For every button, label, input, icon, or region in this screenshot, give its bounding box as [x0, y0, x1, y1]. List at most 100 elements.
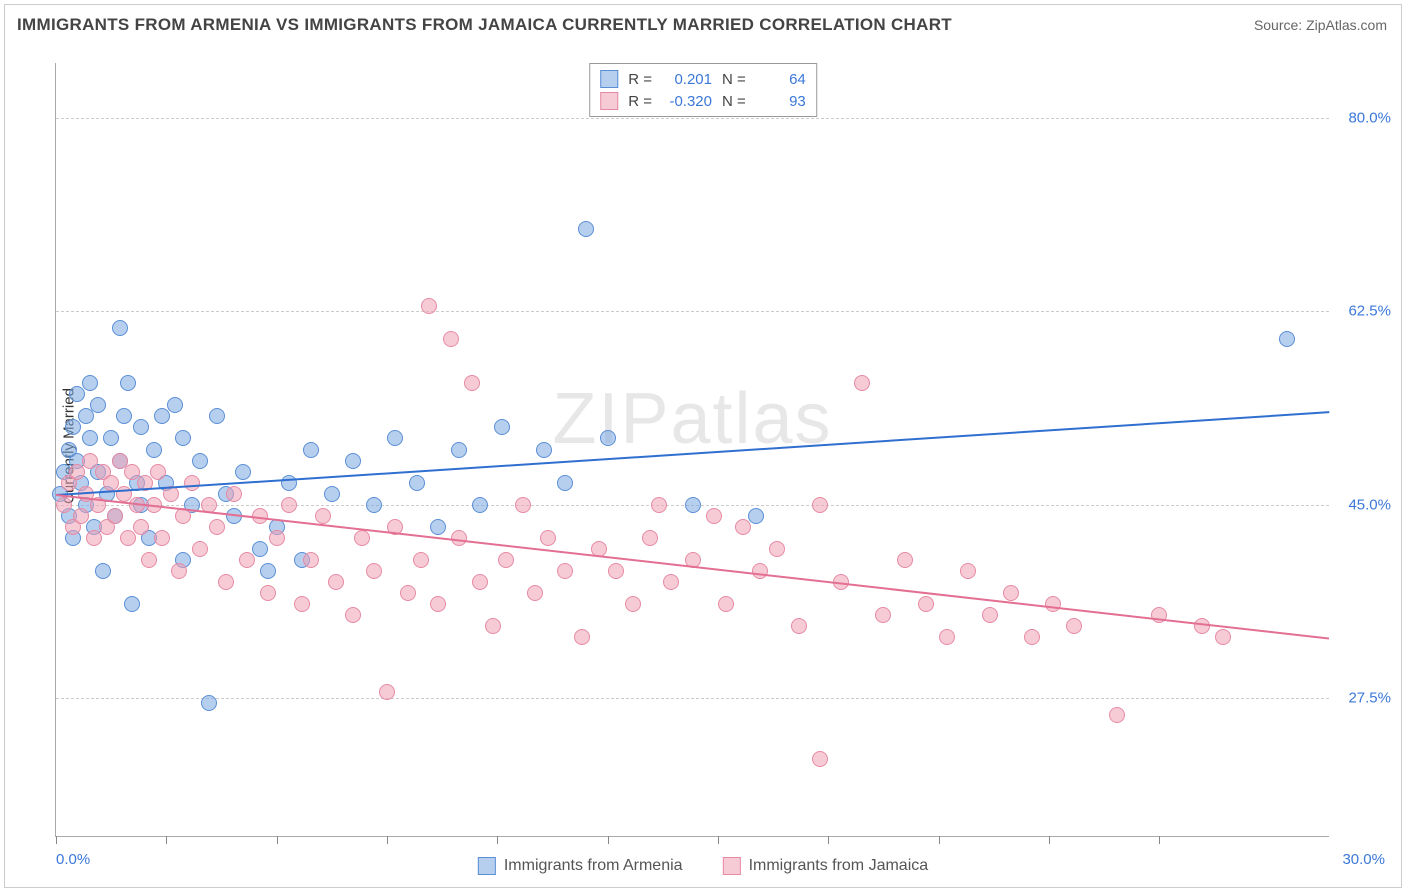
scatter-point	[218, 574, 234, 590]
scatter-point	[345, 607, 361, 623]
legend-stats-row: R = 0.201 N = 64	[600, 68, 806, 90]
y-tick-label: 45.0%	[1336, 496, 1391, 513]
y-tick-label: 62.5%	[1336, 303, 1391, 320]
scatter-point	[73, 508, 89, 524]
scatter-point	[557, 563, 573, 579]
stat-label: N =	[722, 93, 746, 110]
x-tick	[277, 836, 278, 844]
scatter-point	[472, 497, 488, 513]
scatter-point	[281, 497, 297, 513]
scatter-point	[472, 574, 488, 590]
scatter-point	[451, 442, 467, 458]
scatter-point	[515, 497, 531, 513]
scatter-point	[1194, 618, 1210, 634]
scatter-point	[239, 552, 255, 568]
scatter-point	[498, 552, 514, 568]
scatter-point	[150, 464, 166, 480]
scatter-point	[982, 607, 998, 623]
scatter-point	[82, 375, 98, 391]
scatter-point	[90, 397, 106, 413]
scatter-point	[430, 519, 446, 535]
scatter-point	[324, 486, 340, 502]
scatter-point	[413, 552, 429, 568]
scatter-point	[663, 574, 679, 590]
scatter-point	[366, 497, 382, 513]
scatter-point	[960, 563, 976, 579]
scatter-point	[328, 574, 344, 590]
scatter-point	[260, 563, 276, 579]
scatter-point	[791, 618, 807, 634]
stat-value: -0.320	[662, 93, 712, 110]
scatter-point	[252, 541, 268, 557]
grid-line	[56, 118, 1329, 119]
scatter-point	[226, 486, 242, 502]
scatter-point	[107, 508, 123, 524]
y-tick-label: 27.5%	[1336, 689, 1391, 706]
legend-item: Immigrants from Armenia	[478, 857, 683, 875]
scatter-point	[897, 552, 913, 568]
scatter-point	[642, 530, 658, 546]
scatter-point	[103, 430, 119, 446]
source-label: Source: ZipAtlas.com	[1254, 17, 1387, 33]
x-tick	[387, 836, 388, 844]
x-tick	[718, 836, 719, 844]
scatter-point	[366, 563, 382, 579]
scatter-point	[1066, 618, 1082, 634]
x-tick	[608, 836, 609, 844]
scatter-point	[294, 596, 310, 612]
scatter-point	[685, 497, 701, 513]
scatter-point	[209, 408, 225, 424]
scatter-point	[464, 375, 480, 391]
scatter-point	[1109, 707, 1125, 723]
scatter-point	[69, 386, 85, 402]
scatter-point	[281, 475, 297, 491]
stat-value: 93	[756, 93, 806, 110]
scatter-point	[1279, 331, 1295, 347]
x-tick	[497, 836, 498, 844]
scatter-point	[201, 695, 217, 711]
grid-line	[56, 311, 1329, 312]
scatter-point	[154, 530, 170, 546]
swatch-icon	[600, 70, 618, 88]
scatter-point	[574, 629, 590, 645]
swatch-icon	[478, 857, 496, 875]
scatter-point	[400, 585, 416, 601]
scatter-point	[167, 397, 183, 413]
x-tick	[1159, 836, 1160, 844]
y-tick-label: 80.0%	[1336, 110, 1391, 127]
x-axis-min-label: 0.0%	[56, 851, 90, 868]
plot-area: ZIPatlas 27.5%45.0%62.5%80.0%0.0%30.0%	[55, 63, 1329, 837]
scatter-point	[812, 751, 828, 767]
legend-label: Immigrants from Armenia	[504, 857, 683, 875]
scatter-point	[430, 596, 446, 612]
scatter-point	[485, 618, 501, 634]
stat-label: N =	[722, 71, 746, 88]
scatter-point	[56, 497, 72, 513]
scatter-point	[65, 419, 81, 435]
scatter-point	[625, 596, 641, 612]
scatter-point	[527, 585, 543, 601]
scatter-point	[939, 629, 955, 645]
swatch-icon	[723, 857, 741, 875]
chart-title: IMMIGRANTS FROM ARMENIA VS IMMIGRANTS FR…	[17, 15, 952, 35]
scatter-point	[608, 563, 624, 579]
scatter-point	[175, 430, 191, 446]
scatter-point	[1024, 629, 1040, 645]
scatter-point	[192, 453, 208, 469]
scatter-point	[600, 430, 616, 446]
x-tick	[166, 836, 167, 844]
scatter-point	[875, 607, 891, 623]
trend-line	[56, 411, 1329, 496]
scatter-point	[209, 519, 225, 535]
legend-stats-row: R = -0.320 N = 93	[600, 90, 806, 112]
scatter-point	[303, 552, 319, 568]
stat-value: 0.201	[662, 71, 712, 88]
scatter-point	[86, 530, 102, 546]
scatter-point	[184, 475, 200, 491]
scatter-point	[536, 442, 552, 458]
scatter-point	[303, 442, 319, 458]
scatter-point	[540, 530, 556, 546]
scatter-point	[82, 430, 98, 446]
legend-label: Immigrants from Jamaica	[749, 857, 929, 875]
scatter-point	[651, 497, 667, 513]
